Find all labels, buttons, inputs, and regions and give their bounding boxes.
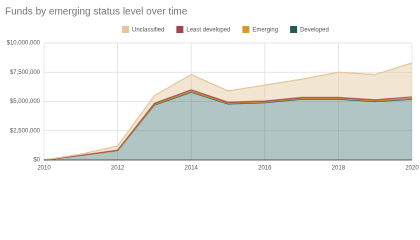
x-tick-label: 2020 [405,166,419,172]
x-tick-label: 2014 [185,166,199,172]
x-tick-label: 2012 [111,166,125,172]
legend-swatch [122,26,129,33]
legend-label: Emerging [252,28,278,34]
area [44,62,412,160]
y-tick-label: $2,500,000 [10,128,41,134]
legend-label: Unclassified [132,28,164,34]
x-tick-label: 2016 [258,166,272,172]
y-tick-label: $10,000,000 [7,41,41,47]
legend-swatch [290,26,298,33]
legend-label: Developed [300,28,329,34]
y-tick-label: $0 [33,158,40,164]
chart-title: Funds by emerging status level over time [5,7,188,18]
area-line [43,62,413,161]
legend-label: Least developed [186,28,230,34]
area-line [43,89,413,161]
y-tick-label: $7,500,000 [10,70,41,76]
x-tick-label: 2010 [37,166,51,172]
legend-swatch [242,26,250,33]
chart: Funds by emerging status level over time… [5,7,419,172]
area [44,92,412,160]
y-tick-label: $5,000,000 [10,99,41,105]
x-tick-label: 2018 [332,166,346,172]
legend-swatch [176,26,184,33]
